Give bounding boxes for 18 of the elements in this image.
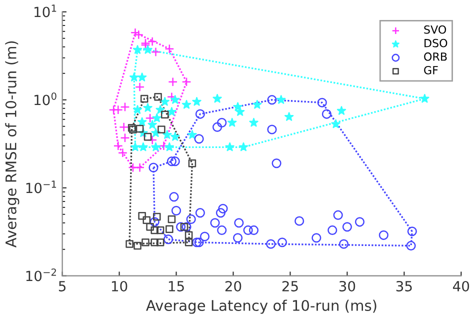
x-tick-label: 20 xyxy=(225,280,242,292)
y-tick-label: 10$^{−1}$ xyxy=(26,180,56,194)
x-tick-label: 35 xyxy=(396,280,412,292)
legend-label: GF xyxy=(424,66,438,74)
legend-label: SVO xyxy=(424,25,446,34)
x-tick-label: 25 xyxy=(282,280,298,292)
legend-label: ORB xyxy=(424,52,447,61)
x-axis-title: Average Latency of 10-run (ms) xyxy=(146,300,376,314)
y-tick-label: 10$^{0}$ xyxy=(34,92,56,106)
y-tick-label: 10$^{−2}$ xyxy=(26,268,56,282)
y-axis-title: Average RMSE of 10-run (m) xyxy=(5,41,20,248)
x-tick-label: 30 xyxy=(339,280,356,292)
x-tick-label: 10 xyxy=(112,280,128,292)
y-tick-label: 10$^{1}$ xyxy=(34,4,56,18)
legend-label: DSO xyxy=(424,38,448,48)
x-tick-label: 15 xyxy=(168,281,184,292)
x-tick-label: 40 xyxy=(452,280,470,292)
x-tick-label: 5 xyxy=(58,281,66,292)
